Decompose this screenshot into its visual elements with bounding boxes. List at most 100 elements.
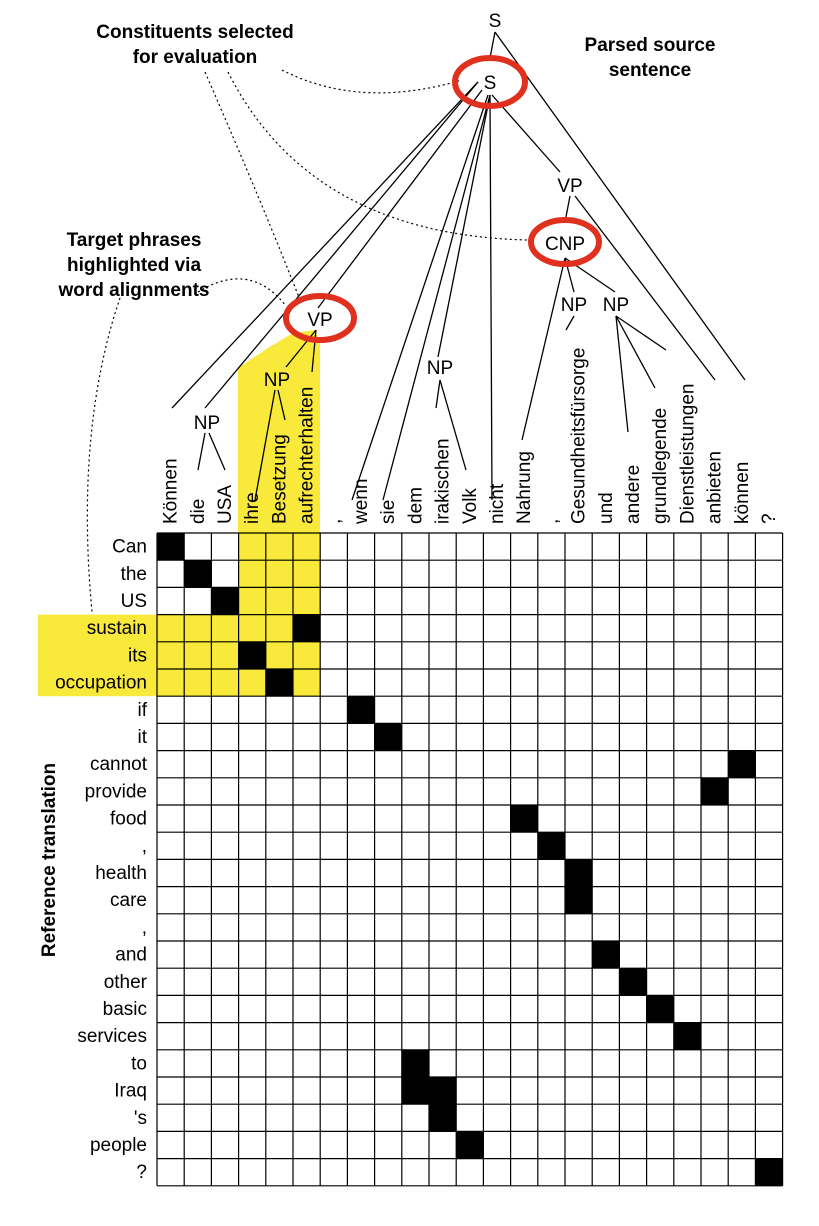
- annotation-texts: Constituents selected for evaluation Par…: [39, 22, 715, 957]
- target-word: US: [121, 591, 147, 612]
- selection-circle-cnp: [528, 217, 602, 267]
- target-word: basic: [103, 999, 147, 1020]
- target-word: sustain: [87, 618, 147, 639]
- alignment-cell: [238, 641, 266, 669]
- constituents-caption-line2: for evaluation: [133, 47, 258, 68]
- target-word-labels: Can the US sustain its occupation if it cannot pr…: [55, 537, 148, 1184]
- alignment-cell: [673, 1022, 701, 1050]
- alignment-cell: [565, 859, 593, 887]
- alignment-grid: [157, 533, 783, 1186]
- source-word: ,: [541, 519, 562, 524]
- parse-tree-labels: S S VP CNP NP NP VP NP NP NP: [194, 11, 629, 434]
- target-caption-line3: word alignments: [58, 280, 210, 301]
- source-word: aufrechterhalten: [297, 387, 318, 524]
- alignment-cell: [728, 750, 756, 778]
- target-word: it: [138, 727, 148, 748]
- target-word: ,: [142, 836, 147, 857]
- selection-circle-vp: [283, 293, 357, 343]
- source-word: dem: [405, 487, 426, 524]
- alignment-cell: [211, 587, 239, 615]
- node-np-nahrung: NP: [561, 295, 587, 316]
- target-word: Iraq: [114, 1081, 147, 1102]
- target-word: its: [128, 645, 147, 666]
- alignment-cell: [184, 560, 212, 588]
- source-word: nicht: [487, 483, 508, 524]
- target-word: care: [110, 890, 147, 911]
- target-caption-line2: highlighted via: [67, 255, 201, 276]
- alignment-cell: [565, 886, 593, 914]
- node-s-inner: S: [484, 73, 497, 94]
- node-cnp: CNP: [545, 234, 585, 255]
- target-word: the: [121, 564, 147, 585]
- source-word: Volk: [460, 488, 481, 524]
- alignment-cell: [347, 696, 375, 724]
- node-vp-selected: VP: [307, 310, 332, 331]
- source-word: ,: [324, 519, 345, 524]
- node-root-s: S: [489, 11, 502, 32]
- alignment-cell: [701, 777, 729, 805]
- target-word: if: [138, 700, 148, 721]
- alignment-cell: [401, 1077, 429, 1105]
- source-word: USA: [215, 485, 236, 524]
- alignment-cell: [646, 995, 674, 1023]
- target-word: Can: [112, 537, 147, 558]
- alignment-cell: [510, 805, 538, 833]
- alignment-cell: [592, 941, 620, 969]
- source-word: Besetzung: [269, 434, 290, 524]
- target-word: to: [131, 1053, 147, 1074]
- node-np-object: NP: [264, 370, 290, 391]
- alignment-cell: [456, 1131, 484, 1159]
- alignment-cell: [429, 1104, 457, 1132]
- source-word: die: [188, 499, 209, 524]
- annotation-leaders: [86, 69, 529, 613]
- source-word: andere: [623, 465, 644, 524]
- alignment-cell: [293, 614, 321, 642]
- source-word: wenn: [351, 479, 372, 525]
- source-word: sie: [378, 500, 399, 524]
- node-np-dienst: NP: [603, 295, 629, 316]
- source-word: ?: [759, 513, 780, 524]
- source-word: Nahrung: [514, 451, 535, 524]
- source-word: irakischen: [433, 438, 454, 524]
- alignment-cell: [374, 723, 402, 751]
- alignment-cell: [401, 1049, 429, 1077]
- source-word: Können: [161, 458, 182, 524]
- target-word: other: [104, 972, 148, 993]
- source-word: Gesundheitsfürsorge: [569, 348, 590, 524]
- alignment-cell: [265, 669, 293, 697]
- target-word: services: [77, 1026, 147, 1047]
- alignment-cell: [157, 533, 185, 561]
- parsed-caption-line2: sentence: [609, 60, 691, 81]
- target-word: food: [110, 809, 147, 830]
- source-word: ihre: [242, 492, 263, 524]
- parsed-caption-line1: Parsed source: [585, 35, 716, 56]
- alignment-cell: [755, 1158, 783, 1186]
- parse-tree-edges: [171, 31, 746, 501]
- selection-circle-s: [452, 55, 528, 109]
- target-word: 's: [134, 1108, 147, 1129]
- target-word: people: [90, 1135, 147, 1156]
- selected-constituents: [283, 55, 602, 343]
- alignment-cell: [429, 1077, 457, 1105]
- alignment-grid-lines: [156, 532, 784, 1187]
- alignment-cell: [619, 968, 647, 996]
- node-vp-main: VP: [557, 176, 582, 197]
- source-word: grundlegende: [650, 408, 671, 524]
- node-np-subject: NP: [194, 413, 220, 434]
- reference-axis-label: Reference translation: [39, 763, 60, 957]
- target-caption-line1: Target phrases: [67, 230, 202, 251]
- target-word: ,: [142, 917, 147, 938]
- target-word: cannot: [90, 754, 148, 775]
- source-word: und: [596, 492, 617, 524]
- target-word: and: [115, 945, 147, 966]
- source-word-labels: Können die USA ihre Besetzung aufrechterhalte…: [161, 348, 780, 525]
- target-word: occupation: [55, 673, 147, 694]
- source-word: können: [732, 462, 753, 524]
- constituents-caption-line1: Constituents selected: [96, 22, 293, 43]
- node-np-volk: NP: [427, 358, 453, 379]
- source-word: Dienstleistungen: [677, 384, 698, 524]
- target-word: ?: [136, 1162, 147, 1183]
- source-word: anbieten: [705, 451, 726, 524]
- target-word: provide: [85, 781, 147, 802]
